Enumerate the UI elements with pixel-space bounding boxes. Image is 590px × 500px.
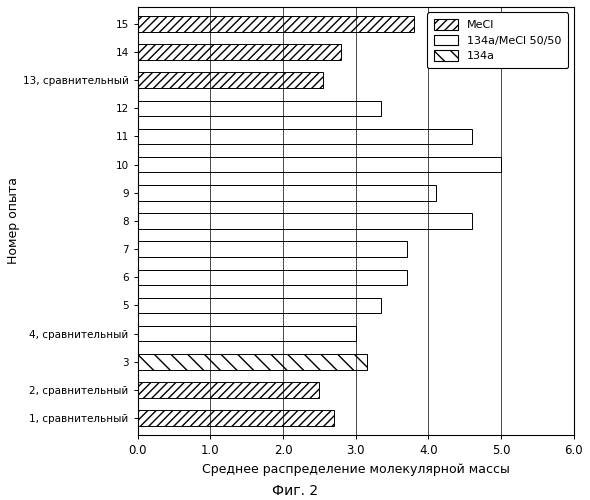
Bar — [137, 157, 501, 172]
X-axis label: Среднее распределение молекулярной массы: Среднее распределение молекулярной массы — [202, 462, 510, 475]
Bar — [137, 185, 435, 200]
Legend: MeCl, 134a/MeCl 50/50, 134a: MeCl, 134a/MeCl 50/50, 134a — [427, 12, 568, 68]
Bar — [137, 354, 366, 370]
Text: Фиг. 2: Фиг. 2 — [272, 484, 318, 498]
Bar — [137, 16, 414, 32]
Bar — [137, 382, 319, 398]
Bar — [137, 100, 381, 116]
Bar — [137, 298, 381, 313]
Bar — [137, 242, 407, 257]
Bar — [137, 326, 356, 342]
Bar — [137, 213, 472, 228]
Bar — [137, 44, 341, 60]
Bar — [137, 128, 472, 144]
Bar — [137, 410, 334, 426]
Bar — [137, 270, 407, 285]
Bar — [137, 72, 323, 88]
Y-axis label: Номер опыта: Номер опыта — [7, 178, 20, 264]
